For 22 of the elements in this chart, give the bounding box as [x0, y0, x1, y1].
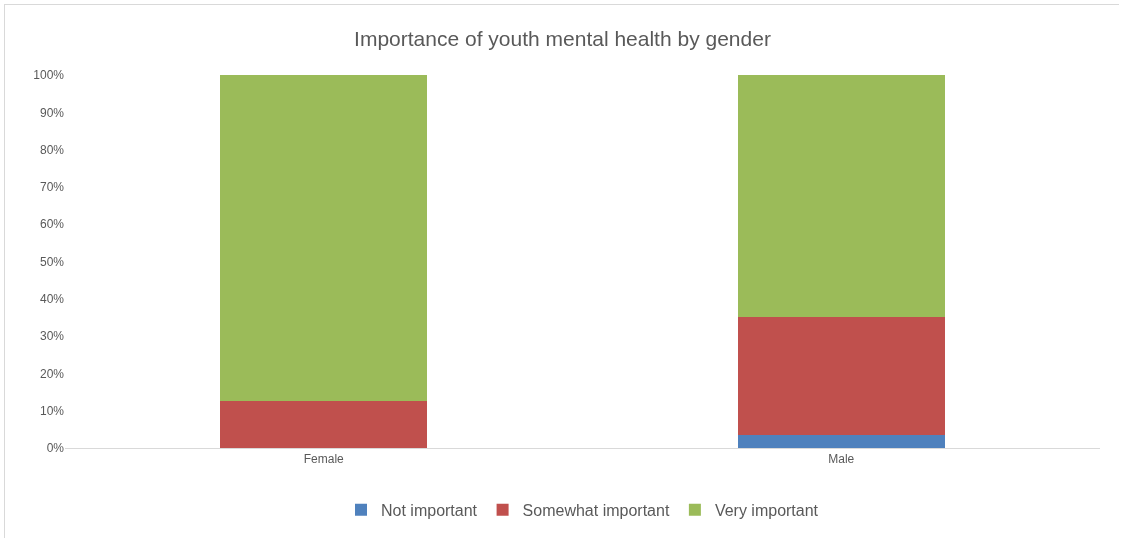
y-tick-label: 10%: [39, 403, 65, 418]
y-tick-label: 80%: [39, 142, 65, 157]
x-tick-label: Male: [828, 452, 855, 467]
y-tick-label: 0%: [46, 441, 65, 456]
bar: [737, 317, 945, 435]
legend-label: Not important: [381, 501, 478, 519]
bar: [220, 75, 428, 402]
chart-title: Importance of youth mental health by gender: [354, 27, 771, 51]
bar: [737, 75, 945, 318]
legend-label: Somewhat important: [522, 501, 670, 519]
y-tick-label: 50%: [39, 254, 65, 269]
legend-label: Very important: [714, 501, 819, 519]
y-tick-label: 100%: [33, 68, 65, 83]
y-tick-label: 90%: [39, 105, 65, 120]
y-tick-label: 40%: [39, 292, 65, 306]
bar: [220, 401, 428, 448]
bar: [737, 434, 945, 448]
y-tick-label: 60%: [39, 217, 65, 232]
y-tick-label: 70%: [39, 180, 65, 195]
x-tick-label: Female: [303, 452, 345, 467]
y-tick-label: 30%: [39, 329, 65, 344]
y-tick-label: 20%: [39, 366, 65, 381]
